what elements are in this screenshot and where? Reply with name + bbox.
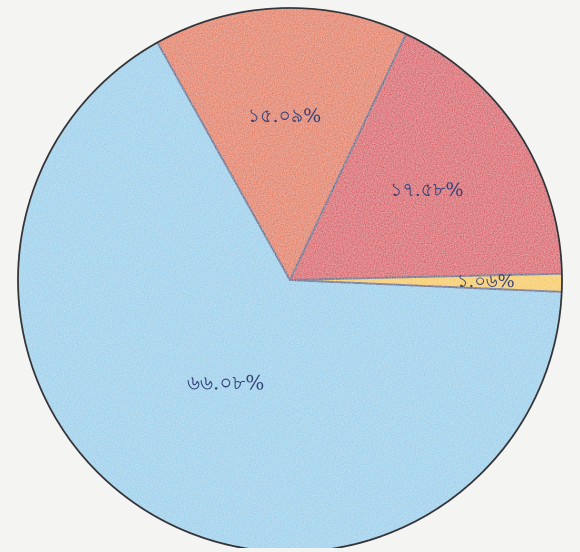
slice-orange-label: ১৫.০৯% xyxy=(248,105,321,127)
pie-slices xyxy=(17,7,563,552)
slice-yellow-label: ১.০৬% xyxy=(457,271,515,292)
pie-outline xyxy=(17,7,563,552)
slice-blue-label: ৬৬.০৮% xyxy=(187,371,264,395)
slice-red-label: ১৭.৫৮% xyxy=(390,179,463,201)
pie-labels: ৬৬.০৮% ১৫.০৯% ১৭.৫৮% ১.০৬% xyxy=(187,105,515,395)
